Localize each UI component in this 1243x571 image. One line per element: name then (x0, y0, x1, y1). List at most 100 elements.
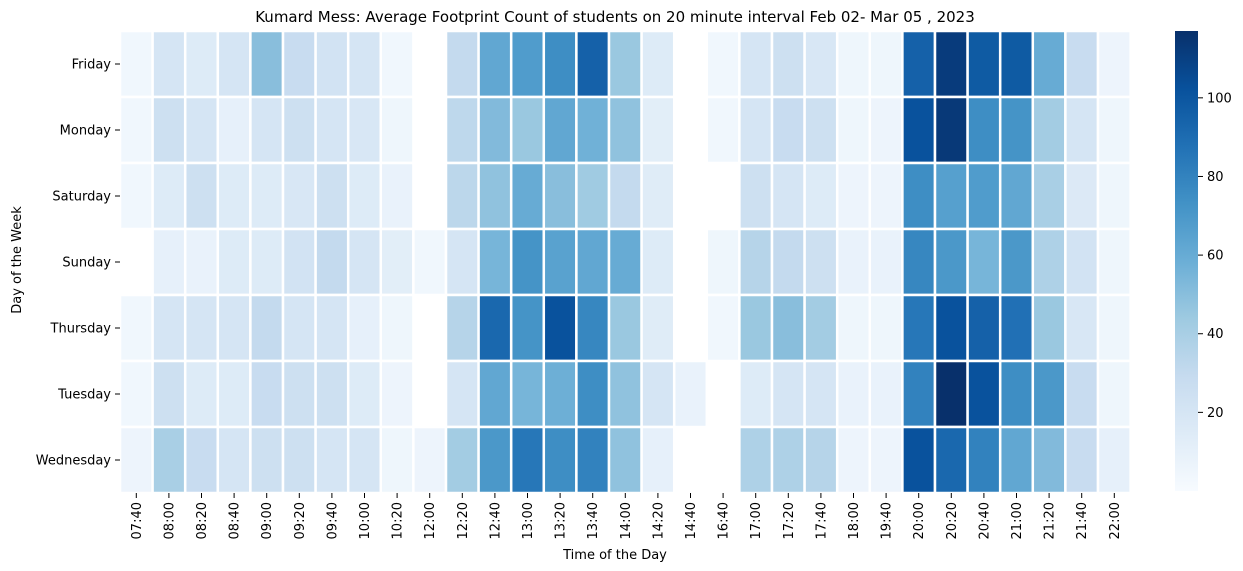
heatmap-cell (966, 29, 1002, 99)
heatmap-cell (183, 29, 220, 99)
heatmap-cell (803, 227, 839, 297)
heatmap-cell (118, 161, 154, 231)
heatmap-cell (868, 293, 904, 363)
colorbar-ticks: 20 40 60 80 100 (1198, 91, 1232, 421)
heatmap-cell (998, 293, 1035, 363)
heatmap-cell (705, 95, 741, 165)
heatmap-cell (151, 29, 187, 99)
heatmap-cell (151, 227, 187, 297)
heatmap-cell (575, 227, 611, 297)
heatmap-cell (183, 227, 220, 297)
heatmap-cell (1031, 95, 1067, 165)
heatmap-cell (1031, 29, 1067, 99)
x-tick-label: 17:00 (749, 502, 764, 539)
heatmap-cell (509, 29, 546, 99)
heatmap-cell (835, 95, 872, 165)
colorbar-tick-label: 100 (1207, 91, 1232, 106)
x-tick-label: 18:00 (847, 502, 862, 539)
heatmap-cell (607, 227, 643, 297)
heatmap-cell (314, 425, 350, 495)
heatmap-cell (575, 425, 611, 495)
heatmap-cell (607, 29, 643, 99)
x-tick-label: 20:40 (977, 502, 992, 539)
heatmap-cell (281, 29, 317, 99)
heatmap-cell (1096, 161, 1132, 231)
heatmap-cell (477, 95, 513, 165)
heatmap-cell (868, 29, 904, 99)
heatmap-cell (444, 425, 480, 495)
heatmap-cell (575, 161, 611, 231)
heatmap-cell (183, 425, 220, 495)
heatmap-cell (281, 293, 317, 363)
heatmap-cell (933, 161, 969, 231)
heatmap-cell (1064, 95, 1100, 165)
heatmap-cell (118, 425, 154, 495)
heatmap-cell (803, 95, 839, 165)
y-tick-labels: Friday Monday Saturday Sunday Thursday Tuesda… (36, 58, 120, 469)
heatmap-cell (901, 29, 937, 99)
heatmap-cell (1031, 359, 1067, 429)
heatmap-cell (314, 29, 350, 99)
heatmap-cell (183, 293, 220, 363)
heatmap-cell (477, 359, 513, 429)
heatmap-cell (118, 359, 154, 429)
heatmap-cell (770, 359, 806, 429)
heatmap-cell (901, 425, 937, 495)
heatmap-cell (705, 29, 741, 99)
heatmap-cell (379, 293, 415, 363)
colorbar-tick-label: 80 (1207, 170, 1224, 185)
y-tick-label: Friday (72, 58, 112, 73)
heatmap-cell (183, 359, 220, 429)
chart-title: Kumard Mess: Average Footprint Count of … (255, 8, 975, 26)
colorbar-tick-label: 60 (1207, 249, 1224, 264)
heatmap-cell (998, 161, 1035, 231)
y-tick-label: Wednesday (36, 454, 112, 469)
heatmap-cell (1031, 293, 1067, 363)
x-tick-label: 12:00 (423, 502, 438, 539)
heatmap-cell (118, 95, 154, 165)
heatmap-cell (640, 359, 676, 429)
heatmap-cell (249, 227, 285, 297)
y-tick-label: Tuesday (57, 388, 111, 403)
heatmap-cell (379, 29, 415, 99)
heatmap-cell (1064, 293, 1100, 363)
heatmap-cell (705, 293, 741, 363)
heatmap-cell (151, 359, 187, 429)
heatmap-cell (542, 95, 578, 165)
heatmap-cell (477, 425, 513, 495)
x-axis-label: Time of the Day (562, 548, 667, 563)
heatmap-cell (216, 95, 252, 165)
heatmap-cell (542, 425, 578, 495)
heatmap-cell (835, 29, 872, 99)
x-tick-label: 12:20 (456, 502, 471, 539)
heatmap-cell (542, 359, 578, 429)
heatmap-cell (477, 293, 513, 363)
heatmap-cell (770, 293, 806, 363)
heatmap-cell (281, 425, 317, 495)
heatmap-cell (966, 227, 1002, 297)
heatmap-cell (249, 95, 285, 165)
heatmap-cell (575, 29, 611, 99)
heatmap-cell (314, 293, 350, 363)
x-tick-label: 14:20 (651, 502, 666, 539)
colorbar-tick-label: 20 (1207, 406, 1224, 421)
heatmap-cell (770, 95, 806, 165)
heatmap-cell (998, 227, 1035, 297)
heatmap-cell (835, 359, 872, 429)
heatmap-cell (1096, 29, 1132, 99)
x-tick-label: 13:20 (554, 502, 569, 539)
heatmap-cell (1096, 359, 1132, 429)
heatmap-cell (640, 425, 676, 495)
heatmap-cell (640, 95, 676, 165)
heatmap-cell (216, 425, 252, 495)
heatmap-cell (738, 95, 774, 165)
heatmap-cell (868, 227, 904, 297)
heatmap-cell (542, 29, 578, 99)
heatmap-cell (1096, 227, 1132, 297)
heatmap-cell (933, 29, 969, 99)
heatmap-cell (216, 359, 252, 429)
x-tick-label: 17:40 (814, 502, 829, 539)
x-tick-label: 14:00 (619, 502, 634, 539)
heatmap-cell (835, 161, 872, 231)
x-tick-label: 07:40 (130, 502, 145, 539)
